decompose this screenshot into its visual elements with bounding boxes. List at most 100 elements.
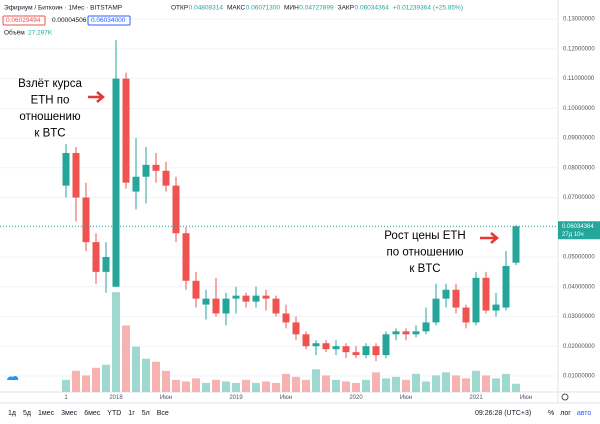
- candle-body: [262, 295, 270, 299]
- range-button[interactable]: 1г: [128, 410, 135, 417]
- range-button[interactable]: Все: [157, 410, 169, 417]
- spread: 0.00004506: [52, 17, 87, 24]
- candle-body: [72, 152, 80, 198]
- range-button[interactable]: 5л: [142, 410, 150, 417]
- annotation: ETH по: [31, 95, 70, 107]
- volume-bar: [82, 375, 90, 392]
- range-button[interactable]: 1мес: [38, 410, 55, 417]
- volume-bar: [302, 379, 310, 392]
- countdown: 27д 10ч: [562, 232, 584, 238]
- change: +0.01239364 (+25.85%): [393, 5, 463, 12]
- y-tick-label: 0.09000000: [563, 136, 595, 142]
- candle-body: [162, 170, 170, 186]
- x-tick-label: Июн: [280, 395, 292, 401]
- volume-bar: [372, 372, 380, 392]
- candle-body: [172, 185, 180, 234]
- settings-icon[interactable]: [561, 393, 569, 401]
- volume-bar: [392, 376, 400, 392]
- x-tick-label: 2018: [109, 395, 123, 401]
- grid: [0, 18, 558, 377]
- range-button[interactable]: 6мес: [84, 410, 101, 417]
- candle-body: [442, 289, 450, 299]
- arrow: [88, 91, 105, 103]
- labels: 0.01000000 0.02000000 0.03000000 0.04000000…: [0, 17, 600, 401]
- candle-body: [462, 307, 470, 323]
- ohlc-label: МИН: [284, 5, 299, 12]
- x-tick-label: Июн: [160, 395, 172, 401]
- volume-bar: [252, 382, 260, 392]
- range-button[interactable]: 5д: [23, 410, 31, 417]
- candle-body: [102, 257, 110, 272]
- candle-body: [482, 277, 490, 311]
- candle-body: [422, 322, 430, 332]
- ohlc-label: ОТКР: [171, 5, 188, 12]
- candles: [62, 39, 520, 362]
- candle-body: [242, 295, 250, 302]
- cloud-icon[interactable]: [7, 376, 19, 380]
- volume-bar: [102, 364, 110, 392]
- candle-body: [302, 334, 310, 347]
- candle-body: [192, 280, 200, 299]
- volume-bar: [452, 375, 460, 392]
- volume-bar: [312, 369, 320, 392]
- volume-bar: [172, 379, 180, 392]
- scale-option[interactable]: %: [548, 410, 554, 417]
- x-tick-label: 2020: [349, 395, 363, 401]
- volume-bar: [382, 378, 390, 392]
- volume-bar: [92, 367, 100, 392]
- volume-bar: [432, 375, 440, 392]
- candle-body: [332, 346, 340, 350]
- scale-option[interactable]: авто: [577, 410, 592, 417]
- volume-bar: [132, 346, 140, 392]
- volume-bar: [342, 381, 350, 392]
- candle-body: [62, 152, 70, 186]
- candle-body: [342, 346, 350, 353]
- arrow: [480, 232, 499, 244]
- volume-bar: [122, 325, 130, 392]
- volume-bar: [152, 361, 160, 392]
- scale-option[interactable]: лог: [560, 410, 571, 417]
- volume-bar: [192, 378, 200, 392]
- volume-bar: [282, 373, 290, 392]
- annotation: отношению: [19, 111, 81, 123]
- volume-bar: [492, 378, 500, 392]
- candle-body: [132, 176, 140, 192]
- volume-bar: [402, 379, 410, 392]
- candle-body: [112, 78, 120, 287]
- y-tick-label: 0.08000000: [563, 165, 595, 171]
- volume-bar: [332, 379, 340, 392]
- candle-body: [382, 334, 390, 356]
- y-tick-label: 0.10000000: [563, 106, 595, 112]
- volume-bar: [272, 382, 280, 392]
- ohlc: ОТКР 0.04808314 МАКС 0.06071300 МИН 0.0472789…: [171, 5, 463, 12]
- x-tick-label: 2019: [229, 395, 243, 401]
- annotation: по отношению: [387, 247, 464, 259]
- clock: 09:26:28 (UTC+3): [475, 410, 531, 417]
- volume-bar: [352, 382, 360, 392]
- volume-bar: [512, 383, 520, 392]
- annotation: Рост цены ETH: [384, 230, 465, 242]
- candle-body: [432, 298, 440, 323]
- volume-bar: [212, 379, 220, 392]
- candle-body: [182, 233, 190, 281]
- candle-body: [412, 331, 420, 335]
- volume-bar: [202, 382, 210, 392]
- candle-body: [222, 298, 230, 314]
- last-price-box: [558, 221, 600, 240]
- range-button[interactable]: 1д: [8, 410, 16, 417]
- volume-bar: [292, 376, 300, 392]
- candle-body: [82, 197, 90, 243]
- volume-label: Объём: [4, 29, 25, 37]
- candle-body: [292, 322, 300, 335]
- candle-body: [402, 331, 410, 335]
- y-tick-label: 0.05000000: [563, 255, 595, 261]
- volume-bar: [242, 379, 250, 392]
- ohlc-label: ЗАКР: [338, 5, 354, 12]
- candle-body: [502, 265, 510, 308]
- y-tick-label: 0.01000000: [563, 374, 595, 380]
- range-button[interactable]: YTD: [107, 410, 121, 417]
- volume-bar: [422, 381, 430, 392]
- range-button[interactable]: 3мес: [61, 410, 78, 417]
- ohlc-value: 0.04808314: [189, 5, 224, 12]
